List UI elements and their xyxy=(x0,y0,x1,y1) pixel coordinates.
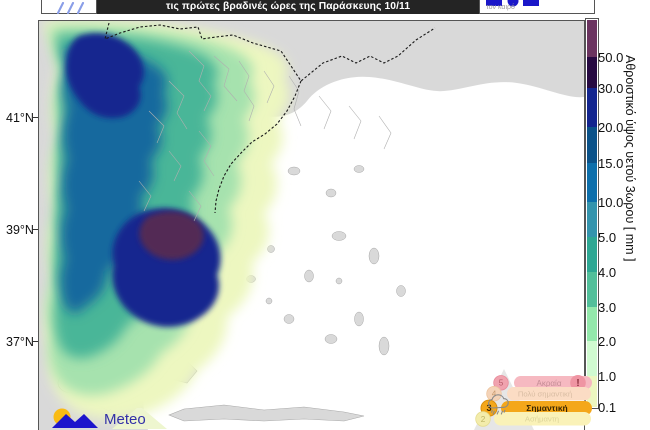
svg-text:Meteo: Meteo xyxy=(104,411,146,428)
